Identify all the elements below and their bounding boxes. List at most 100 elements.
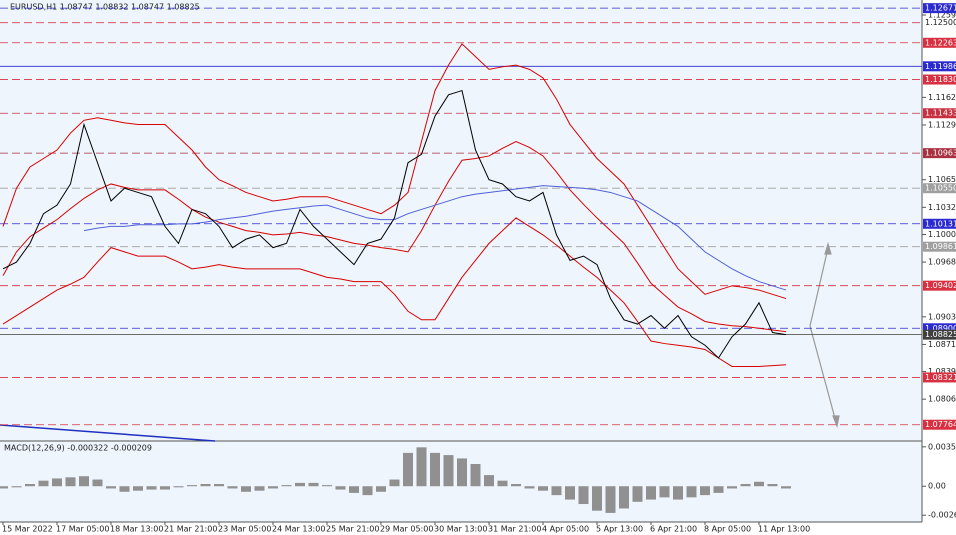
level-label: 1.08900	[925, 324, 956, 333]
histogram-bar	[497, 480, 508, 487]
histogram-bar	[362, 486, 373, 496]
level-box	[923, 183, 956, 194]
histogram-bar	[673, 486, 683, 500]
histogram-bar	[200, 484, 211, 487]
x-tick-label: 4 Apr 05:00	[542, 525, 589, 534]
level-box	[923, 280, 956, 291]
x-tick-label: 30 Mar 13:00	[434, 525, 487, 534]
histogram-bar	[335, 486, 346, 490]
x-tick-label: 6 Apr 21:00	[650, 525, 697, 534]
x-tick-label: 24 Mar 13:00	[272, 525, 325, 534]
histogram-bar	[160, 486, 170, 490]
histogram-bar	[484, 475, 494, 487]
histogram-bar	[430, 452, 440, 487]
x-tick-label: 15 Mar 2022	[2, 525, 53, 534]
down-arrowhead	[832, 415, 840, 429]
level-label: 1.08321	[925, 373, 956, 382]
histogram-bar	[700, 486, 710, 496]
histogram-bar	[268, 486, 278, 489]
y-tick-label: 1.10650	[928, 175, 956, 184]
x-tick-label: 31 Mar 21:00	[488, 525, 541, 534]
histogram-bar	[106, 486, 116, 489]
chart-title: EURUSD,H1 1.08747 1.08832 1.08747 1.0882…	[10, 3, 200, 12]
level-label: 1.09861	[925, 242, 956, 251]
histogram-bar	[443, 455, 454, 487]
level-box	[923, 61, 956, 72]
series-line	[2, 89, 787, 359]
histogram-bar	[578, 486, 589, 505]
level-label: 1.11986	[925, 62, 956, 71]
histogram-bar	[308, 482, 319, 487]
histogram-bar	[727, 486, 737, 489]
up-arrowhead	[824, 241, 832, 255]
level-box	[923, 241, 956, 252]
histogram-bar	[295, 482, 305, 487]
macd-title: MACD(12,26,9) -0.000322 -0.000209	[4, 444, 152, 453]
y-tick-label: -0.002607	[928, 511, 956, 520]
histogram-bar	[322, 485, 332, 487]
y-tick-label: 1.11620	[928, 93, 956, 102]
histogram-bar	[524, 486, 535, 489]
histogram-bar	[470, 463, 481, 487]
histogram-bar	[254, 486, 265, 491]
histogram-bar	[133, 486, 143, 491]
histogram-bar	[389, 479, 400, 487]
level-label: 1.07764	[925, 420, 956, 429]
y-tick-label: 1.12590	[928, 11, 956, 20]
x-tick-label: 18 Mar 13:00	[110, 525, 163, 534]
histogram-bar	[713, 486, 724, 493]
x-tick-label: 23 Mar 05:00	[218, 525, 271, 534]
x-tick-label: 5 Apr 13:00	[596, 525, 643, 534]
arrows	[809, 241, 840, 429]
histogram-bar	[227, 486, 238, 489]
histogram-bar	[511, 484, 521, 487]
level-label: 1.08825	[925, 330, 956, 339]
trend-line	[0, 424, 216, 442]
histogram-bar	[659, 486, 670, 498]
histogram-bar	[173, 486, 184, 488]
level-label: 1.12263	[925, 38, 956, 47]
level-box	[923, 419, 956, 430]
level-label: 1.12671	[925, 4, 956, 13]
y-tick-label: 1.08710	[928, 340, 956, 349]
histogram-bar	[551, 486, 562, 496]
histogram-bar	[281, 485, 292, 487]
histogram-bar	[416, 447, 427, 487]
plot-background	[0, 0, 922, 522]
x-tick-label: 25 Mar 21:00	[326, 525, 379, 534]
up-arrow	[809, 247, 829, 327]
level-label: 1.10963	[925, 149, 956, 158]
level-label: 1.12500	[925, 18, 956, 27]
level-box	[923, 37, 956, 48]
histogram-bar	[767, 484, 778, 487]
histogram-bar	[11, 486, 22, 488]
histogram-bar	[376, 486, 386, 492]
histogram-bar	[241, 486, 251, 492]
level-label: 1.09402	[925, 281, 956, 290]
histogram-bar	[538, 486, 548, 491]
histogram-bar	[646, 486, 656, 500]
histogram-bar	[740, 484, 751, 487]
histogram-bar	[457, 458, 467, 487]
level-box	[923, 329, 956, 340]
level-box	[923, 148, 956, 159]
y-tick-label: 1.08065	[928, 395, 956, 404]
level-box	[923, 3, 956, 14]
histogram-bar	[65, 477, 76, 487]
level-label: 1.10550	[925, 184, 956, 193]
down-arrow	[809, 325, 837, 423]
level-label: 1.11433	[925, 109, 956, 118]
histogram-bar	[403, 452, 413, 487]
x-tick-label: 29 Mar 05:00	[380, 525, 433, 534]
level-box	[923, 323, 956, 334]
histogram-bar	[187, 485, 197, 487]
level-label: 1.11830	[925, 75, 956, 84]
y-tick-label: 1.11295	[928, 120, 956, 129]
series-line	[2, 43, 787, 300]
series-line	[2, 140, 787, 333]
y-tick-label: 1.09680	[928, 258, 956, 267]
histogram-bar	[79, 476, 89, 487]
y-tick-label: 0.003545	[928, 442, 956, 451]
